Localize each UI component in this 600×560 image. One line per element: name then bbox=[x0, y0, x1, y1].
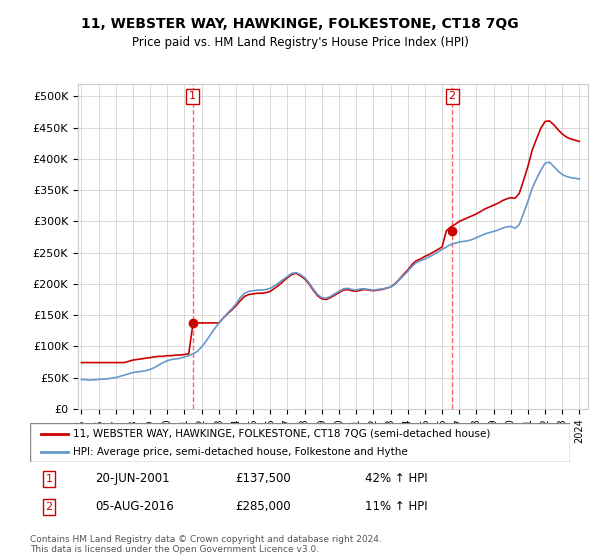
Text: 11% ↑ HPI: 11% ↑ HPI bbox=[365, 500, 427, 514]
Text: Price paid vs. HM Land Registry's House Price Index (HPI): Price paid vs. HM Land Registry's House … bbox=[131, 36, 469, 49]
Text: 05-AUG-2016: 05-AUG-2016 bbox=[95, 500, 173, 514]
Text: Contains HM Land Registry data © Crown copyright and database right 2024.
This d: Contains HM Land Registry data © Crown c… bbox=[30, 535, 382, 554]
Text: 42% ↑ HPI: 42% ↑ HPI bbox=[365, 472, 427, 486]
Text: 11, WEBSTER WAY, HAWKINGE, FOLKESTONE, CT18 7QG (semi-detached house): 11, WEBSTER WAY, HAWKINGE, FOLKESTONE, C… bbox=[73, 429, 491, 439]
Text: 20-JUN-2001: 20-JUN-2001 bbox=[95, 472, 169, 486]
FancyBboxPatch shape bbox=[30, 423, 570, 462]
Text: £285,000: £285,000 bbox=[235, 500, 291, 514]
Text: 1: 1 bbox=[189, 91, 196, 101]
Text: HPI: Average price, semi-detached house, Folkestone and Hythe: HPI: Average price, semi-detached house,… bbox=[73, 447, 408, 457]
Text: 11, WEBSTER WAY, HAWKINGE, FOLKESTONE, CT18 7QG: 11, WEBSTER WAY, HAWKINGE, FOLKESTONE, C… bbox=[81, 17, 519, 31]
Text: £137,500: £137,500 bbox=[235, 472, 291, 486]
Text: 2: 2 bbox=[46, 502, 52, 512]
Text: 2: 2 bbox=[449, 91, 456, 101]
Text: 1: 1 bbox=[46, 474, 52, 484]
